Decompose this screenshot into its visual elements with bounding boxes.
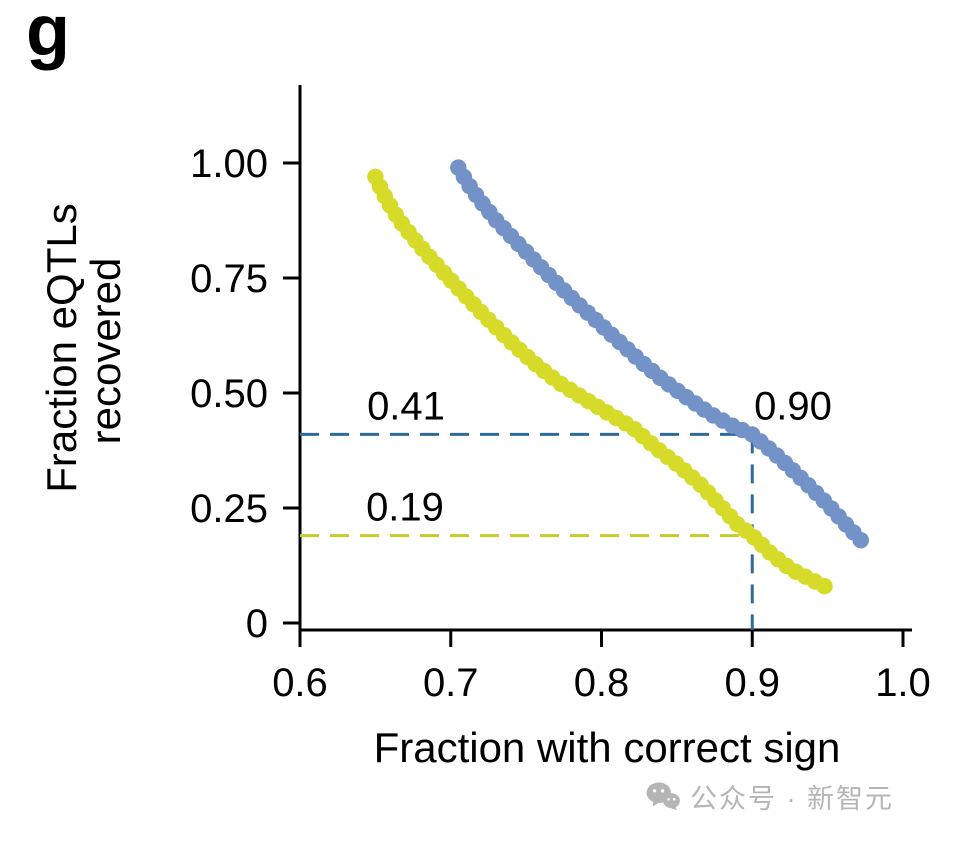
x-tick-label: 0.7	[423, 661, 479, 705]
y-tick-label: 0.50	[190, 372, 268, 416]
data-point	[816, 578, 833, 595]
annotation-blue-recall: 0.41	[367, 384, 445, 428]
x-tick-label: 1.0	[875, 661, 931, 705]
y-tick-label: 0.75	[190, 257, 268, 301]
x-tick-label: 0.9	[724, 661, 780, 705]
wechat-icon	[646, 782, 680, 811]
annotation-yellow-recall: 0.19	[366, 486, 444, 530]
x-tick-label: 0.8	[574, 661, 630, 705]
y-axis-title-line1: Fraction eQTLs	[38, 203, 85, 492]
y-tick-label: 1.00	[190, 142, 268, 186]
x-axis-title: Fraction with correct sign	[374, 724, 841, 771]
panel-label: g	[26, 0, 70, 71]
series-blue-dots	[450, 159, 869, 549]
x-tick-label: 0.6	[272, 661, 328, 705]
y-axis-title-line2: recovered	[82, 258, 129, 445]
y-tick-label: 0.25	[190, 487, 268, 531]
annotation-correct-sign: 0.90	[754, 384, 832, 428]
series-yellow-green-dots	[367, 168, 833, 595]
watermark-text: 公众号 · 新智元	[690, 783, 894, 814]
watermark: 公众号 · 新智元	[646, 777, 894, 815]
data-point	[852, 532, 869, 549]
y-tick-label: 0	[246, 602, 268, 646]
